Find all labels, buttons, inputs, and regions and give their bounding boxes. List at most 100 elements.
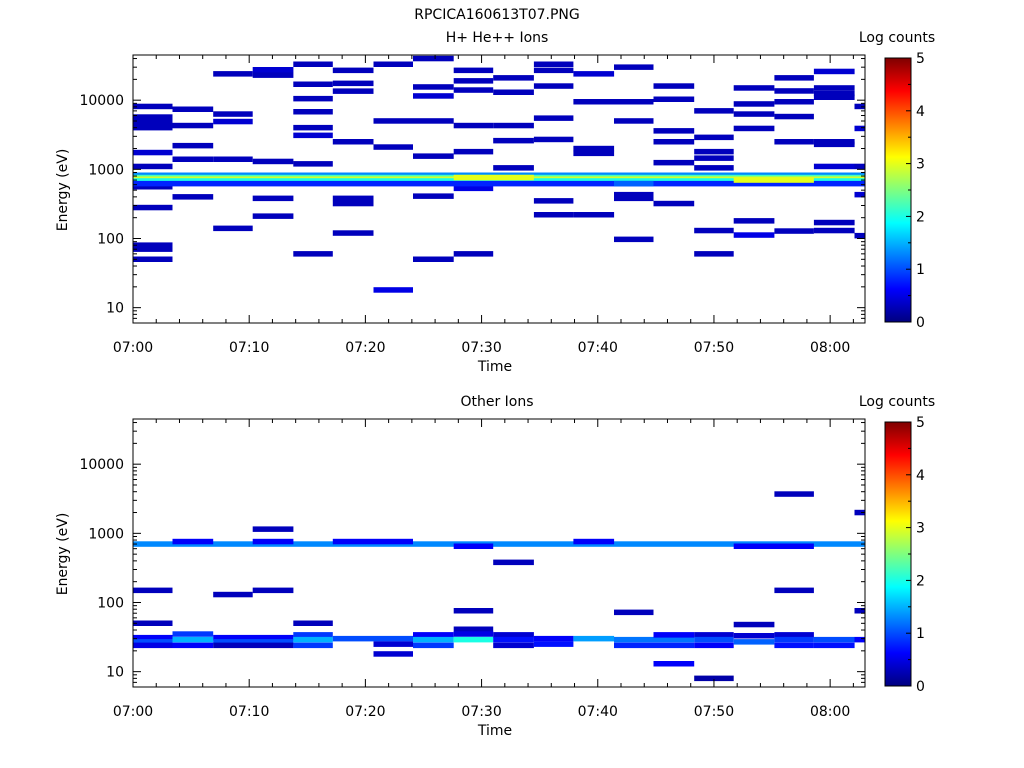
heatmap-cell xyxy=(493,122,534,129)
x-tick-label: 07:40 xyxy=(578,340,618,356)
heatmap-cell xyxy=(453,631,494,637)
heatmap-cell xyxy=(252,213,294,219)
heatmap-cell xyxy=(533,115,574,121)
panel-h-he-ions: H+ He++ Ions Log counts Time Energy (eV)… xyxy=(55,30,935,375)
heatmap-cell xyxy=(413,118,454,124)
y-tick-label: 100 xyxy=(97,231,124,247)
heatmap-cell xyxy=(332,200,374,207)
heatmap-cell xyxy=(813,94,855,100)
panel-title: Other Ions xyxy=(460,394,533,410)
heatmap-cell xyxy=(453,67,494,74)
heatmap-cell xyxy=(733,85,775,91)
heatmap-cell xyxy=(653,632,695,638)
heatmap-cell xyxy=(213,639,294,645)
y-tick-label: 10000 xyxy=(79,457,124,473)
heatmap-cell xyxy=(293,161,333,167)
heatmap-cell xyxy=(614,180,654,187)
heatmap-cell xyxy=(733,177,814,183)
heatmap-cell xyxy=(733,111,775,117)
heatmap-cell xyxy=(293,81,333,87)
heatmap-cell xyxy=(293,132,333,139)
heatmap-cell xyxy=(733,101,775,107)
heatmap-cell xyxy=(373,651,413,657)
heatmap-cell xyxy=(373,635,413,642)
heatmap-cells xyxy=(133,491,865,682)
heatmap-cell xyxy=(293,95,333,102)
colorbar-tick-label: 4 xyxy=(916,468,925,484)
heatmap-cell xyxy=(533,67,574,74)
heatmap-cell xyxy=(694,227,734,234)
x-axis-label: Time xyxy=(477,723,512,739)
heatmap-cell xyxy=(453,608,494,614)
heatmap-cell xyxy=(252,67,294,73)
x-tick-label: 07:10 xyxy=(229,340,269,356)
heatmap-cell xyxy=(614,191,654,198)
x-tick-label: 07:50 xyxy=(694,340,734,356)
heatmap-cell xyxy=(533,641,574,647)
heatmap-cell xyxy=(493,642,534,649)
heatmap-cell xyxy=(293,636,333,643)
heatmap-cell xyxy=(533,635,574,642)
heatmap-cell xyxy=(172,642,214,649)
heatmap-cell xyxy=(493,559,534,566)
x-tick-label: 07:00 xyxy=(113,340,153,356)
x-tick-label: 07:40 xyxy=(578,704,618,720)
heatmap-cell xyxy=(453,626,494,632)
heatmap-cell xyxy=(694,165,734,171)
heatmap-cell xyxy=(813,163,855,170)
heatmap-cell xyxy=(252,587,294,594)
heatmap-cell xyxy=(614,99,654,105)
heatmap-cell xyxy=(133,634,173,641)
heatmap-cell xyxy=(733,633,775,639)
heatmap-cell xyxy=(653,159,695,166)
heatmap-cell xyxy=(293,251,333,257)
heatmap-cell xyxy=(694,134,734,141)
colorbar-label: Log counts xyxy=(859,30,935,46)
heatmap-cell xyxy=(413,632,454,638)
y-tick-label: 10 xyxy=(106,665,124,681)
figure-title: RPCICA160613T07.PNG xyxy=(414,7,579,23)
axes: 07:00 07:10 07:20 07:30 07:40 07:50 08:00 10 100… xyxy=(79,418,866,720)
heatmap-cell xyxy=(854,509,865,516)
heatmap-cell xyxy=(493,75,534,81)
heatmap-cell xyxy=(774,632,814,638)
heatmap-cell xyxy=(774,113,814,120)
heatmap-cell xyxy=(573,212,615,218)
y-axis-label: Energy (eV) xyxy=(55,513,71,596)
colorbar-tick-label: 2 xyxy=(916,573,925,589)
heatmap-cell xyxy=(213,156,253,162)
heatmap-cell xyxy=(133,103,173,110)
axes: 07:00 07:10 07:20 07:30 07:40 07:50 08:00 10 100… xyxy=(79,54,866,356)
y-tick-label: 10000 xyxy=(79,93,124,109)
heatmap-cell xyxy=(813,642,855,649)
heatmap-cell xyxy=(413,256,454,262)
heatmap-cell xyxy=(293,642,333,649)
heatmap-cell xyxy=(413,55,454,62)
heatmap-cell xyxy=(453,251,494,257)
x-tick-label: 07:50 xyxy=(694,704,734,720)
colorbar-tick-label: 1 xyxy=(916,626,925,642)
y-tick-label: 1000 xyxy=(88,162,124,178)
colorbar: 0 1 2 3 4 5 xyxy=(884,51,925,331)
heatmap-cell xyxy=(813,227,855,234)
colorbar: 0 1 2 3 4 5 xyxy=(884,415,925,695)
heatmap-cell xyxy=(133,620,173,626)
heatmap-cell xyxy=(453,148,494,155)
heatmap-cell xyxy=(614,195,654,202)
heatmap-cell xyxy=(733,621,775,628)
heatmap-cell xyxy=(293,61,333,67)
heatmap-cell xyxy=(133,246,173,252)
heatmap-cell xyxy=(813,219,855,226)
heatmap-cell xyxy=(213,118,253,125)
heatmap-cell xyxy=(332,139,374,145)
x-tick-label: 07:30 xyxy=(461,704,501,720)
heatmap-cell xyxy=(453,185,494,192)
heatmap-cell xyxy=(413,636,454,643)
heatmap-cell xyxy=(533,198,574,204)
heatmap-cell xyxy=(332,67,374,74)
heatmap-cell xyxy=(614,236,654,243)
heatmap-cell xyxy=(453,87,494,93)
heatmap-cell xyxy=(332,195,374,202)
heatmap-cell xyxy=(694,632,734,638)
heatmap-cell xyxy=(172,106,214,112)
